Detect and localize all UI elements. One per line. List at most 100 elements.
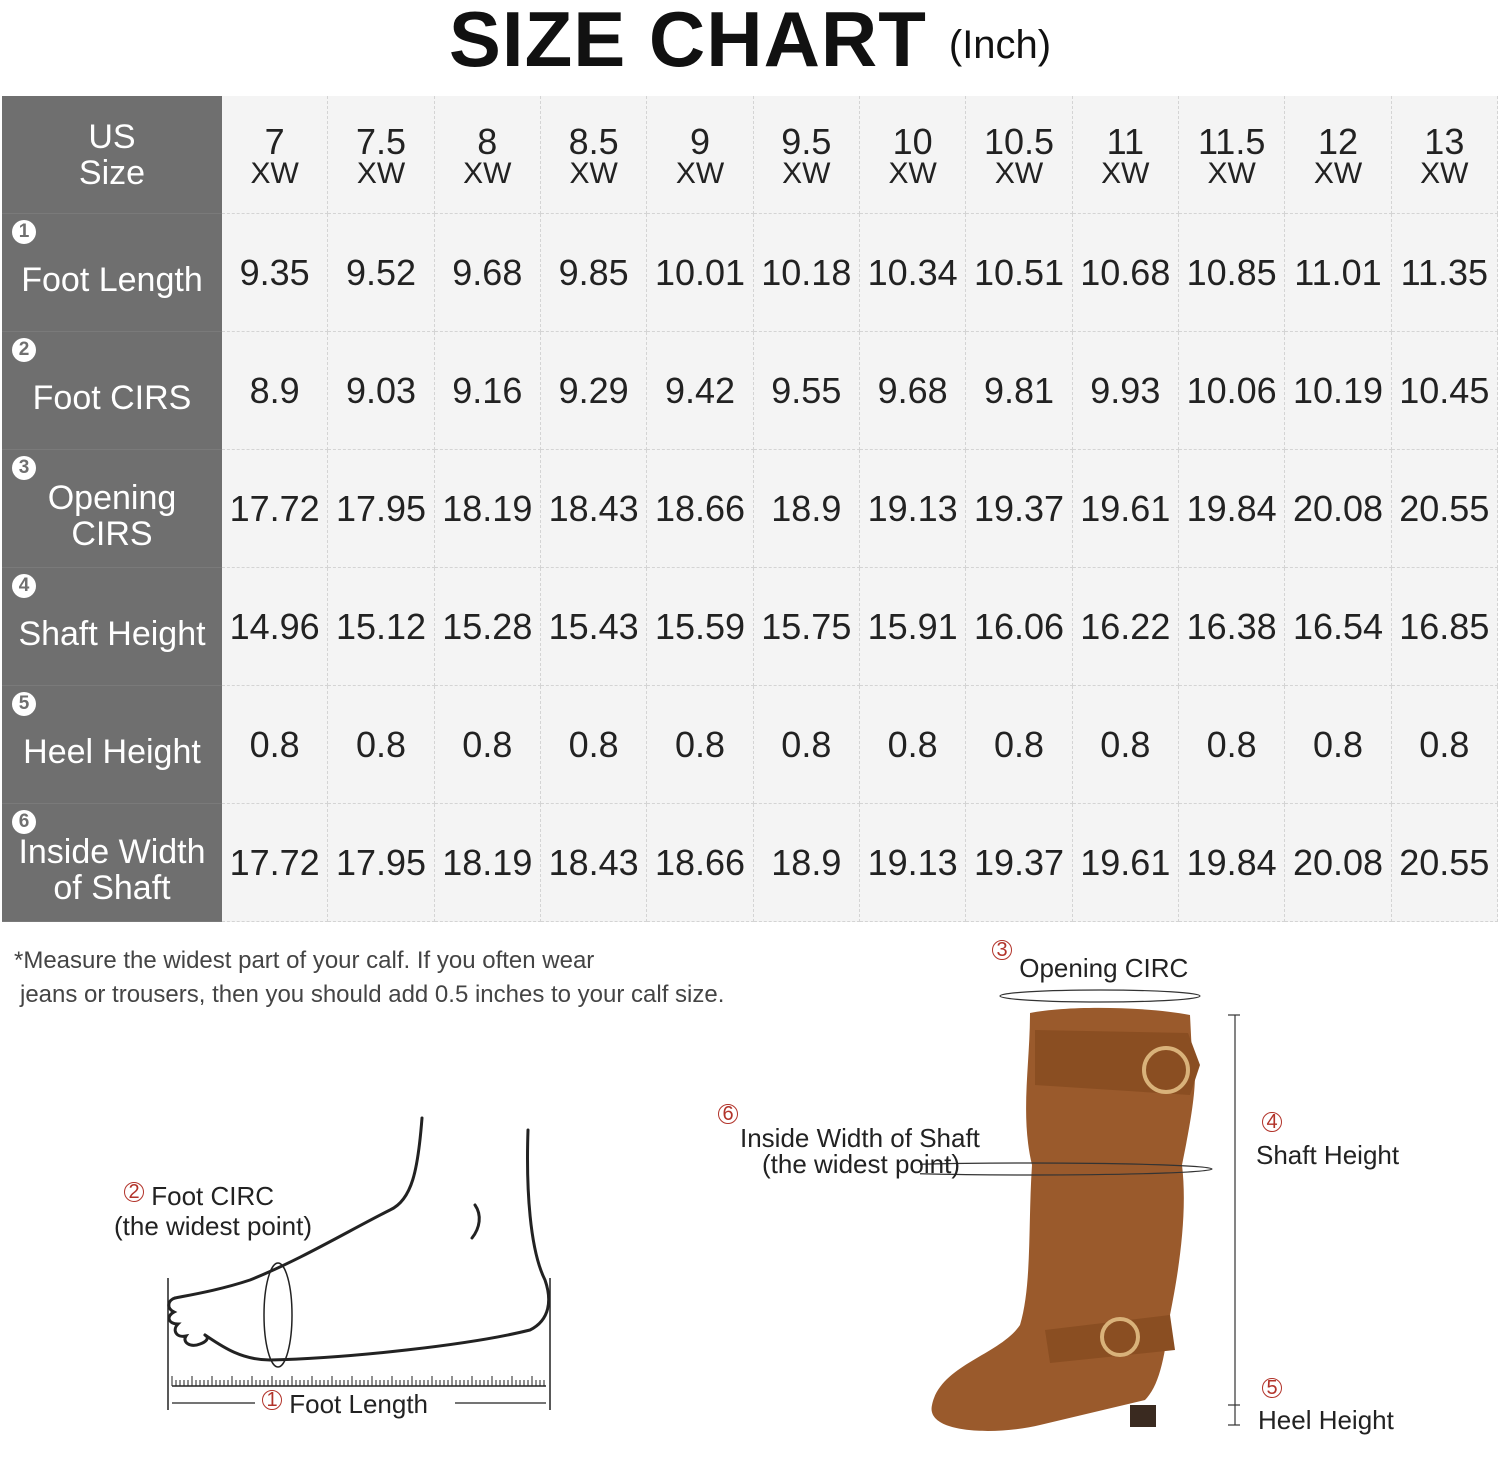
table-cell: 15.43 — [541, 568, 648, 686]
table-cell: 0.8 — [541, 686, 648, 804]
row-number-icon: 5 — [12, 692, 36, 716]
marker-6-icon: 6 — [718, 1104, 738, 1124]
size-column-header: 8.5 XW — [541, 96, 648, 214]
table-cell: 15.91 — [860, 568, 967, 686]
size-width: XW — [569, 156, 618, 190]
row-header: 1 Foot Length — [2, 214, 222, 332]
table-cell: 16.06 — [966, 568, 1073, 686]
table-cell: 10.18 — [753, 214, 860, 332]
label-foot-length: 1 Foot Length — [262, 1390, 428, 1418]
size-column-header: 11 XW — [1072, 96, 1179, 214]
table-cell: 18.9 — [753, 450, 860, 568]
marker-5-icon: 5 — [1262, 1378, 1282, 1398]
table-cell: 10.45 — [1391, 332, 1498, 450]
size-width: XW — [1420, 156, 1469, 190]
row-header: 6 Inside Width of Shaft — [2, 804, 222, 922]
heel-height-text: Heel Height — [1258, 1405, 1394, 1435]
size-column-header: 10.5 XW — [966, 96, 1073, 214]
foot-circ-text: Foot CIRC — [151, 1181, 275, 1211]
label-shaft-height: 4 — [1262, 1112, 1282, 1140]
size-column-header: 9.5 XW — [753, 96, 860, 214]
table-cell: 0.8 — [753, 686, 860, 804]
table-cell: 9.93 — [1072, 332, 1179, 450]
table-cell: 19.84 — [1179, 450, 1286, 568]
size-column-header: 10 XW — [860, 96, 967, 214]
size-number: 7.5 — [355, 120, 407, 162]
table-cell: 10.01 — [647, 214, 754, 332]
size-number: 9 — [689, 120, 710, 162]
size-width: XW — [888, 156, 937, 190]
table-cell: 0.8 — [1072, 686, 1179, 804]
table-cell: 14.96 — [222, 568, 329, 686]
table-cell: 11.01 — [1285, 214, 1392, 332]
table-cell: 19.13 — [860, 450, 967, 568]
table-cell: 0.8 — [1179, 686, 1286, 804]
row-label: Foot CIRS — [32, 378, 192, 417]
note-line-1: *Measure the widest part of your calf. I… — [14, 947, 595, 974]
row-label: Shaft Height — [18, 614, 206, 653]
table-cell: 19.84 — [1179, 804, 1286, 922]
table-cell: 18.19 — [434, 450, 541, 568]
row-header: 3 Opening CIRS — [2, 450, 222, 568]
table-cell: 9.52 — [328, 214, 435, 332]
table-cell: 10.51 — [966, 214, 1073, 332]
foot-illustration — [167, 1116, 551, 1410]
size-column-header: 12 XW — [1285, 96, 1392, 214]
table-cell: 16.54 — [1285, 568, 1392, 686]
table-cell: 0.8 — [1285, 686, 1392, 804]
size-column-header: 13 XW — [1391, 96, 1498, 214]
marker-2-icon: 2 — [124, 1182, 144, 1202]
size-width: XW — [675, 156, 725, 190]
size-number: 10.5 — [983, 120, 1055, 162]
row-label: Opening CIRS — [47, 478, 177, 553]
table-cell: 18.19 — [434, 804, 541, 922]
table-cell: 19.13 — [860, 804, 967, 922]
table-cell: 19.37 — [966, 450, 1073, 568]
row-header: 5 Heel Height — [2, 686, 222, 804]
table-cell: 18.66 — [647, 450, 754, 568]
table-cell: 9.55 — [753, 332, 860, 450]
size-number: 8 — [477, 120, 498, 162]
table-cell: 0.8 — [1391, 686, 1498, 804]
size-width: XW — [1207, 156, 1256, 190]
table-cell: 19.61 — [1072, 450, 1179, 568]
size-width: XW — [994, 156, 1044, 190]
table-cell: 9.42 — [647, 332, 754, 450]
label-heel-height: 5 — [1262, 1378, 1282, 1406]
table-cell: 11.35 — [1391, 214, 1498, 332]
size-table: US Size 7 XW 7.5 XW 8 XW 8.5 XW 9 XW 9.5 XW 10 XW 10.5 X… — [2, 96, 1498, 922]
size-width: XW — [463, 156, 512, 190]
size-number: 9.5 — [781, 120, 832, 162]
table-cell: 15.12 — [328, 568, 435, 686]
table-cell: 18.66 — [647, 804, 754, 922]
chart-title: SIZE CHART (Inch) — [0, 0, 1500, 90]
table-cell: 0.8 — [328, 686, 435, 804]
table-cell: 10.19 — [1285, 332, 1392, 450]
table-cell: 0.8 — [434, 686, 541, 804]
label-opening-circ: 3 Opening CIRC — [992, 940, 1188, 982]
table-cell: 17.72 — [222, 450, 329, 568]
table-cell: 15.28 — [434, 568, 541, 686]
table-cell: 15.59 — [647, 568, 754, 686]
size-column-header: 7 XW — [222, 96, 329, 214]
table-cell: 20.08 — [1285, 450, 1392, 568]
table-cell: 9.68 — [434, 214, 541, 332]
marker-4-icon: 4 — [1262, 1112, 1282, 1132]
foot-length-text: Foot Length — [289, 1389, 429, 1419]
table-cell: 18.43 — [541, 450, 648, 568]
size-number: 10 — [892, 120, 933, 162]
size-column-header: 7.5 XW — [328, 96, 435, 214]
table-cell: 17.95 — [328, 450, 435, 568]
table-cell: 18.43 — [541, 804, 648, 922]
table-cell: 16.85 — [1391, 568, 1498, 686]
size-number: 8.5 — [568, 120, 619, 162]
row-number-icon: 2 — [12, 338, 36, 362]
label-inside-width: 6 — [718, 1104, 738, 1132]
table-cell: 9.29 — [541, 332, 648, 450]
row-number-icon: 6 — [12, 810, 36, 834]
size-column-header: 8 XW — [434, 96, 541, 214]
row-label: Foot Length — [21, 260, 203, 299]
table-cell: 0.8 — [222, 686, 329, 804]
boot-illustration — [920, 989, 1240, 1431]
table-cell: 10.68 — [1072, 214, 1179, 332]
